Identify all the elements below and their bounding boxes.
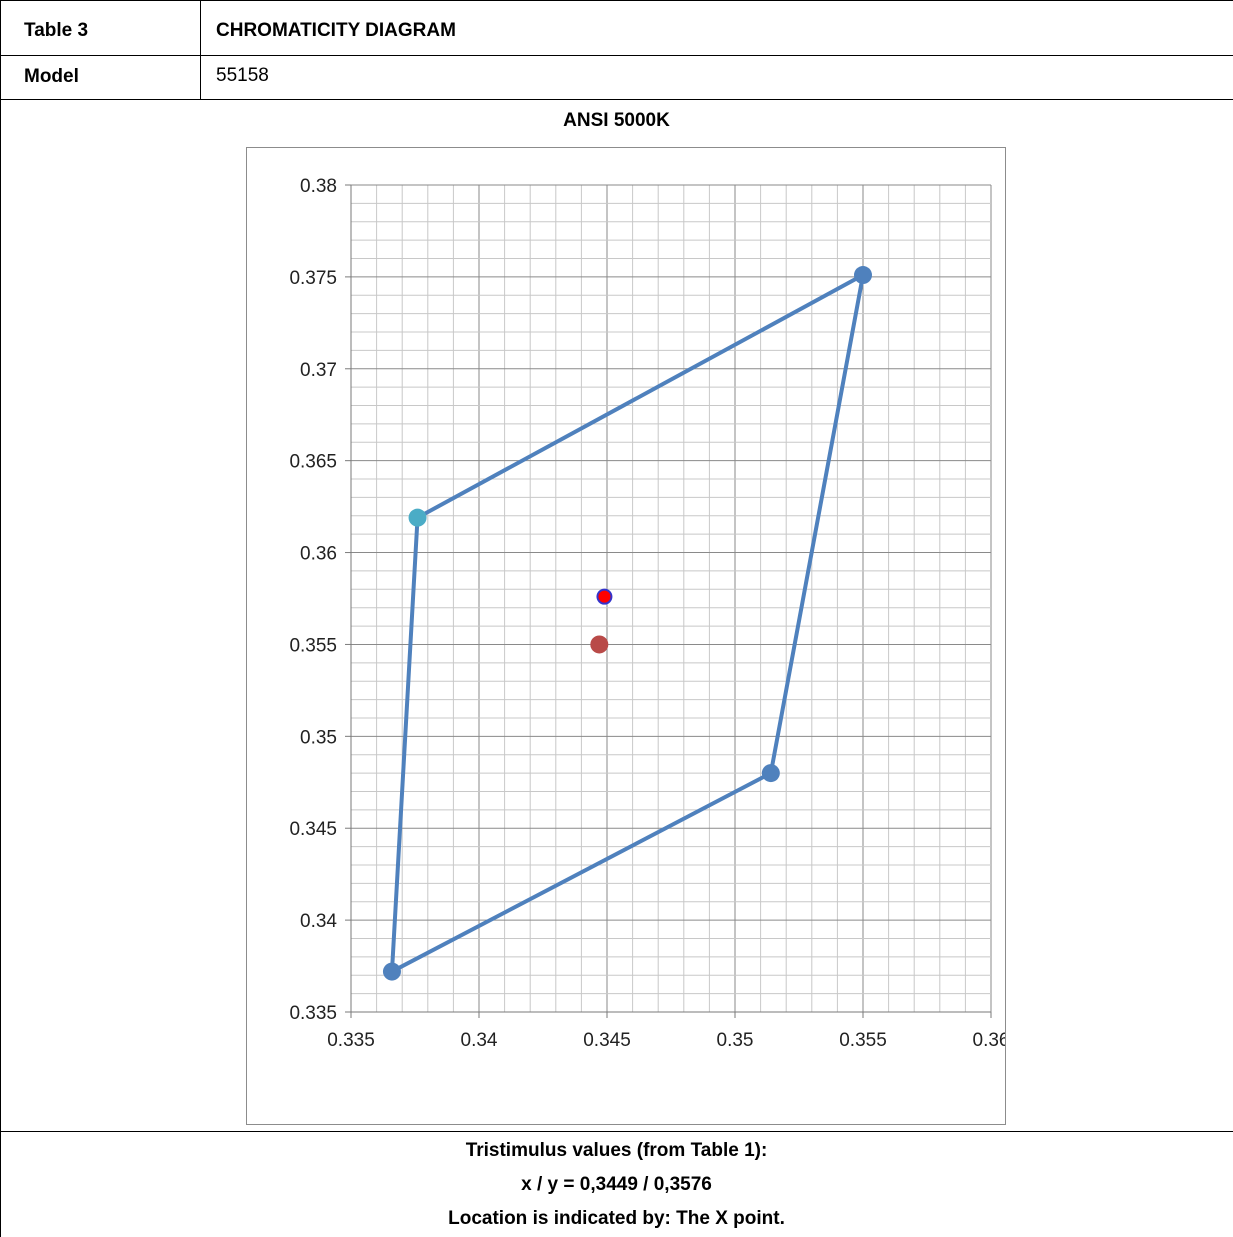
chromaticity-chart: 0.335 0.34 0.345 0.35 0.355 0.36 0.335 0.34 0.34…: [289, 176, 1009, 1051]
table-border-mid: [200, 0, 201, 99]
x-tick-label: 0.34: [461, 1030, 498, 1051]
model-value-cell: 55158: [216, 65, 269, 86]
model-label-cell: Model: [24, 66, 79, 87]
y-tick-label: 0.365: [289, 452, 337, 473]
y-tick-label: 0.37: [300, 360, 337, 381]
measured-x-point: [596, 588, 613, 605]
table-border-row2: [0, 99, 1233, 100]
x-tick-label: 0.355: [839, 1030, 887, 1051]
table-label-cell: Table 3: [24, 20, 89, 41]
y-tick-label: 0.35: [300, 727, 337, 748]
quadrangle-vertex-point: [408, 508, 427, 527]
quadrangle-vertex-point: [382, 962, 401, 981]
chart-area: 0.335 0.34 0.345 0.35 0.355 0.36 0.335 0.34 0.34…: [246, 147, 1009, 1125]
table-border-left: [0, 0, 1, 1237]
table-title-cell: CHROMATICITY DIAGRAM: [216, 20, 456, 41]
x-tick-label: 0.36: [973, 1030, 1005, 1051]
chart-title: ANSI 5000K: [563, 110, 670, 131]
y-tick-label: 0.38: [300, 176, 337, 197]
y-tick-label: 0.36: [300, 544, 337, 565]
footer-line-1: Tristimulus values (from Table 1):: [465, 1140, 768, 1161]
y-tick-label: 0.335: [289, 1003, 337, 1024]
y-tick-label: 0.375: [289, 268, 337, 289]
table-border-top: [0, 0, 1233, 1]
table-border-row1: [0, 55, 1233, 56]
x-tick-label: 0.345: [583, 1030, 631, 1051]
y-tick-label: 0.355: [289, 635, 337, 656]
x-tick-label: 0.335: [327, 1030, 375, 1051]
ansi-quadrangle-line: [389, 273, 865, 974]
footer-line-2: x / y = 0,3449 / 0,3576: [521, 1174, 712, 1195]
quadrangle-vertex-point: [761, 764, 780, 783]
x-tick-label: 0.35: [717, 1030, 754, 1051]
footer-line-3: Location is indicated by: The X point.: [448, 1208, 785, 1229]
table-border-row3: [0, 1131, 1233, 1132]
y-tick-label: 0.345: [289, 819, 337, 840]
quadrangle-vertex-point: [854, 266, 872, 285]
y-tick-label: 0.34: [300, 911, 337, 932]
reference-point: [590, 635, 609, 654]
